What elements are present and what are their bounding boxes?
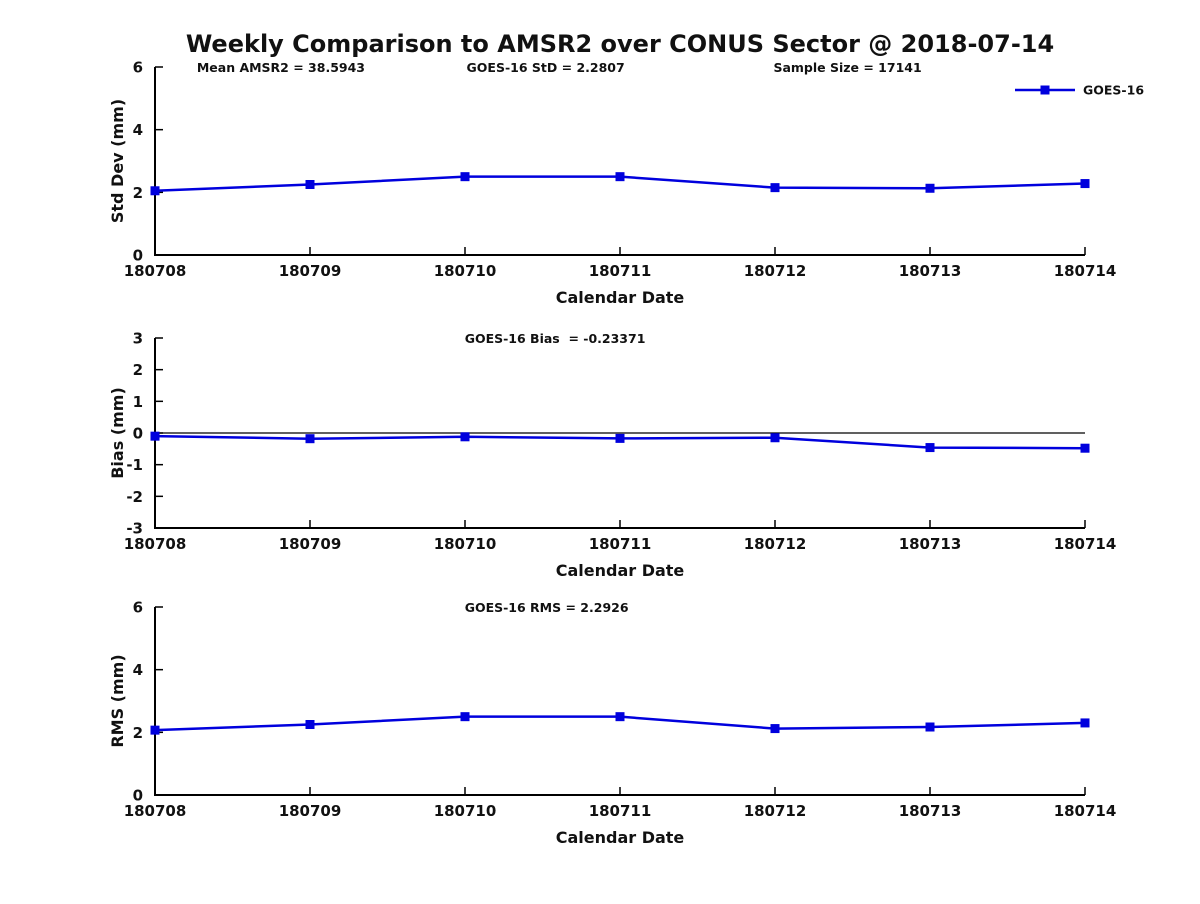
data-point-marker bbox=[305, 720, 315, 729]
data-point-marker bbox=[770, 183, 780, 193]
x-tick-label: 180709 bbox=[279, 802, 342, 820]
legend-label: GOES-16 bbox=[1083, 83, 1144, 98]
subplot-bias: -3 -2 -1 0 1 2 3 180708 180709 180710 180711 180712… bbox=[108, 330, 1116, 581]
legend-marker bbox=[1040, 85, 1050, 95]
data-point-marker bbox=[460, 172, 470, 182]
x-tick-label: 180714 bbox=[1054, 262, 1117, 280]
x-tick-label: 180711 bbox=[589, 262, 652, 280]
data-point-marker bbox=[615, 712, 625, 722]
x-tick-label: 180713 bbox=[899, 535, 962, 553]
data-point-marker bbox=[770, 433, 780, 443]
stat-annotation: Sample Size = 17141 bbox=[773, 60, 921, 75]
data-point-marker bbox=[150, 186, 160, 196]
stat-annotation: Mean AMSR2 = 38.5943 bbox=[197, 60, 365, 75]
x-tick-label: 180708 bbox=[124, 262, 187, 280]
data-point-marker bbox=[1080, 179, 1090, 189]
x-tick-label: 180713 bbox=[899, 262, 962, 280]
y-tick-label: 0 bbox=[133, 787, 143, 805]
y-tick-label: -2 bbox=[126, 488, 143, 506]
y-tick-label: 0 bbox=[133, 425, 143, 443]
data-point-marker bbox=[460, 712, 470, 722]
data-point-marker bbox=[305, 180, 315, 189]
charts-root: 0 2 4 6 180708 180709 180710 180711 180712 180713… bbox=[108, 59, 1144, 848]
subplot-std-dev: 0 2 4 6 180708 180709 180710 180711 180712 180713… bbox=[108, 59, 1144, 308]
y-tick-label: 2 bbox=[133, 184, 143, 202]
figure-title: Weekly Comparison to AMSR2 over CONUS Se… bbox=[186, 30, 1054, 58]
data-point-marker bbox=[615, 433, 625, 443]
y-tick-label: -3 bbox=[126, 520, 143, 538]
y-tick-label: -1 bbox=[126, 456, 143, 474]
y-tick-label: 4 bbox=[133, 661, 143, 679]
x-tick-label: 180709 bbox=[279, 262, 342, 280]
stat-annotation: GOES-16 RMS = 2.2926 bbox=[465, 600, 629, 615]
subplot-rms: 0 2 4 6 180708 180709 180710 180711 180712 180713… bbox=[108, 599, 1116, 848]
data-point-marker bbox=[150, 431, 160, 441]
data-point-marker bbox=[925, 183, 935, 193]
data-point-marker bbox=[460, 432, 470, 442]
y-tick-label: 3 bbox=[133, 330, 143, 348]
data-point-marker bbox=[615, 172, 625, 182]
x-tick-label: 180712 bbox=[744, 802, 807, 820]
x-tick-label: 180708 bbox=[124, 802, 187, 820]
data-point-marker bbox=[150, 725, 160, 735]
y-tick-label: 6 bbox=[133, 59, 143, 77]
y-tick-label: 1 bbox=[133, 393, 143, 411]
x-tick-label: 180711 bbox=[589, 802, 652, 820]
x-tick-label: 180712 bbox=[744, 262, 807, 280]
legend: GOES-16 bbox=[1015, 83, 1144, 98]
stat-annotation: GOES-16 Bias = -0.23371 bbox=[465, 331, 646, 346]
y-tick-label: 0 bbox=[133, 247, 143, 265]
x-tick-label: 180709 bbox=[279, 535, 342, 553]
data-point-marker bbox=[305, 434, 315, 444]
data-point-marker bbox=[925, 443, 935, 453]
x-tick-label: 180712 bbox=[744, 535, 807, 553]
y-axis-title: RMS (mm) bbox=[108, 654, 127, 747]
data-point-marker bbox=[1080, 443, 1090, 453]
y-tick-label: 2 bbox=[133, 724, 143, 742]
y-axis-title: Std Dev (mm) bbox=[108, 99, 127, 223]
x-tick-label: 180714 bbox=[1054, 535, 1117, 553]
x-tick-label: 180708 bbox=[124, 535, 187, 553]
data-point-marker bbox=[770, 724, 780, 734]
x-axis-title: Calendar Date bbox=[556, 561, 685, 580]
data-point-marker bbox=[1080, 718, 1090, 728]
x-tick-label: 180711 bbox=[589, 535, 652, 553]
y-axis-title: Bias (mm) bbox=[108, 387, 127, 479]
x-tick-label: 180710 bbox=[434, 262, 497, 280]
x-tick-label: 180710 bbox=[434, 535, 497, 553]
x-axis-title: Calendar Date bbox=[556, 828, 685, 847]
stat-annotation: GOES-16 StD = 2.2807 bbox=[467, 60, 625, 75]
x-axis-title: Calendar Date bbox=[556, 288, 685, 307]
axis-spines bbox=[154, 607, 1085, 796]
x-tick-label: 180713 bbox=[899, 802, 962, 820]
x-tick-label: 180714 bbox=[1054, 802, 1117, 820]
y-tick-label: 4 bbox=[133, 121, 143, 139]
y-tick-label: 2 bbox=[133, 361, 143, 379]
axis-spines bbox=[154, 67, 1085, 256]
y-tick-label: 6 bbox=[133, 599, 143, 617]
data-point-marker bbox=[925, 722, 935, 732]
x-tick-label: 180710 bbox=[434, 802, 497, 820]
